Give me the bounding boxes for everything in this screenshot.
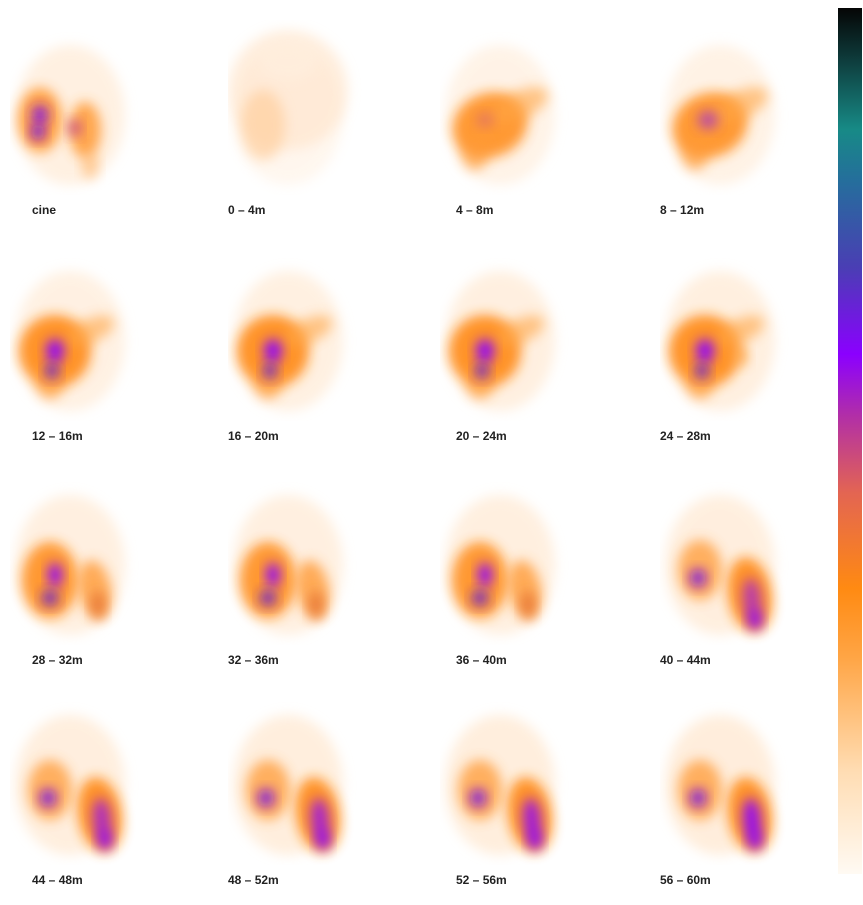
scan-image [445,495,555,635]
scan-image [15,271,125,411]
scan-image [15,715,125,855]
scan-panel: 4 – 8m [440,20,650,235]
panel-time-label: 20 – 24m [456,429,507,443]
panel-time-label: 44 – 48m [32,873,83,887]
scan-image [233,715,343,855]
scan-image [228,30,348,185]
scan-panel: cine [10,20,220,235]
scan-image [665,45,775,185]
scan-panel: 24 – 28m [660,246,863,461]
panel-time-label: 28 – 32m [32,653,83,667]
panel-time-label: 32 – 36m [228,653,279,667]
scan-image [445,271,555,411]
scan-image [665,715,775,855]
scan-panel: 0 – 4m [228,20,438,235]
panel-time-label: 16 – 20m [228,429,279,443]
panel-time-label: 52 – 56m [456,873,507,887]
panel-time-label: 4 – 8m [456,203,494,217]
scan-panel-grid: cine 0 – 4m 4 – 8m 8 – 12m 12 – 16m 16 – 20m 2… [10,20,775,887]
colorbar [838,8,862,874]
panel-time-label: 36 – 40m [456,653,507,667]
scan-image [445,45,555,185]
scan-image [15,495,125,635]
scan-panel: 52 – 56m [440,690,650,905]
panel-time-label: 8 – 12m [660,203,705,217]
scan-image [665,271,775,411]
scan-panel: 8 – 12m [660,20,863,235]
scan-panel: 40 – 44m [660,470,863,685]
scan-panel: 20 – 24m [440,246,650,461]
panel-time-label: 12 – 16m [32,429,83,443]
scan-panel: 36 – 40m [440,470,650,685]
panel-time-label: 48 – 52m [228,873,279,887]
scan-image [445,715,555,855]
scan-panel: 32 – 36m [228,470,438,685]
scan-panel: 28 – 32m [10,470,220,685]
scan-panel: 48 – 52m [228,690,438,905]
scan-panel: 56 – 60m [660,690,863,905]
scan-panel: 12 – 16m [10,246,220,461]
panel-time-label: 40 – 44m [660,653,711,667]
scan-image [15,45,125,185]
scan-image [233,495,343,635]
scan-panel: 44 – 48m [10,690,220,905]
scan-panel: 16 – 20m [228,246,438,461]
panel-time-label: 56 – 60m [660,873,711,887]
panel-time-label: 0 – 4m [228,203,266,217]
scan-image [233,271,343,411]
panel-time-label: 24 – 28m [660,429,711,443]
scan-image [665,495,775,635]
panel-time-label: cine [32,203,57,217]
